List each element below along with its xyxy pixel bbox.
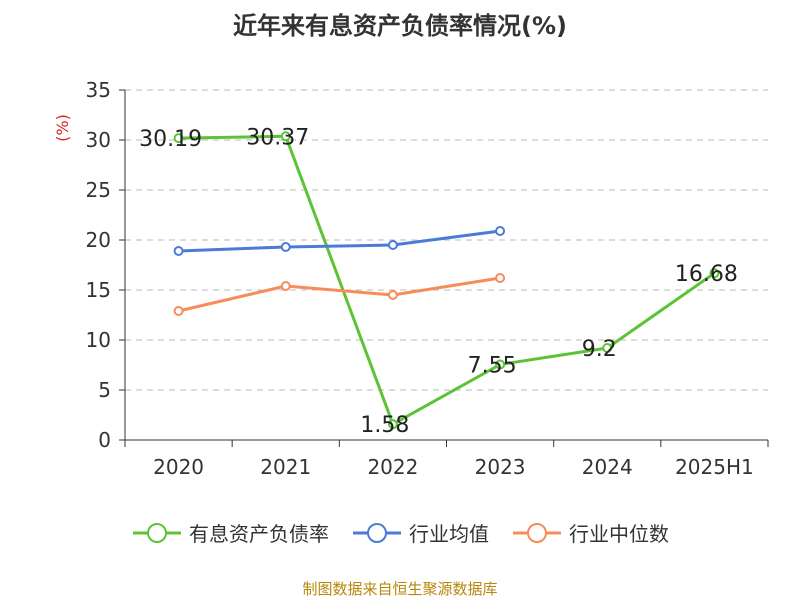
legend-item[interactable]: 有息资产负债率 <box>131 518 329 547</box>
data-label: 16.68 <box>675 262 738 287</box>
x-tick-label: 2022 <box>367 455 418 479</box>
data-point <box>387 240 398 250</box>
data-point <box>495 359 506 370</box>
data-point <box>709 268 720 279</box>
legend-marker <box>527 522 547 543</box>
series-line <box>177 229 502 253</box>
source-note: 制图数据来自恒生聚源数据库 <box>302 580 498 598</box>
y-tick-label: 25 <box>86 178 111 202</box>
data-point <box>280 131 291 142</box>
data-label: 9.2 <box>582 337 617 362</box>
legend-swatch-icon <box>513 522 561 543</box>
legend-marker <box>147 522 167 543</box>
legend-marker <box>367 522 387 543</box>
y-tick-label: 0 <box>98 428 111 452</box>
y-tick-label: 35 <box>86 78 111 102</box>
data-labels: 30.19 30.37 1.58 7.55 9.2 16.68 <box>139 125 738 438</box>
data-label: 7.55 <box>468 354 517 379</box>
y-tick-label: 30 <box>86 128 111 152</box>
x-tick-label: 2020 <box>153 455 204 479</box>
data-point <box>173 246 184 256</box>
legend-swatch-icon <box>353 522 401 543</box>
grid-lines <box>125 89 768 391</box>
data-point <box>173 306 184 316</box>
y-tick-label: 20 <box>86 228 111 252</box>
series-line <box>177 276 502 313</box>
data-label: 30.19 <box>139 127 202 152</box>
legend-swatch-icon <box>133 522 181 543</box>
data-point <box>387 419 398 430</box>
chart-title: 近年来有息资产负债率情况(%) <box>233 12 567 40</box>
series-lines <box>173 131 720 430</box>
data-point <box>495 273 506 283</box>
y-tick-label: 5 <box>98 378 111 402</box>
legend-label: 行业均值 <box>409 522 489 546</box>
x-tick-label: 2025H1 <box>675 455 754 479</box>
y-tick-label: 15 <box>86 278 111 302</box>
x-tick-label: 2024 <box>582 455 633 479</box>
data-point <box>280 242 291 252</box>
series-line <box>177 134 716 426</box>
legend-label: 行业中位数 <box>569 522 669 546</box>
y-axis-label: (%) <box>53 114 72 142</box>
data-point <box>280 281 291 291</box>
legend-item[interactable]: 行业中位数 <box>511 518 669 547</box>
legend-label: 有息资产负债率 <box>189 522 329 546</box>
x-tick-label: 2023 <box>475 455 526 479</box>
axes: 0 5 10 15 20 25 30 35 (%) 2020 2021 2022 2023 2024 202… <box>53 78 769 479</box>
x-tick-label: 2021 <box>260 455 311 479</box>
y-tick-label: 10 <box>86 328 111 352</box>
data-point <box>495 226 506 236</box>
data-point <box>602 343 613 353</box>
data-label: 1.58 <box>360 413 409 438</box>
legend: 有息资产负债率 行业均值 行业中位数 <box>0 518 800 547</box>
legend-item[interactable]: 行业均值 <box>351 518 489 547</box>
data-point <box>173 133 184 144</box>
data-point <box>387 290 398 300</box>
data-label: 30.37 <box>246 125 309 150</box>
